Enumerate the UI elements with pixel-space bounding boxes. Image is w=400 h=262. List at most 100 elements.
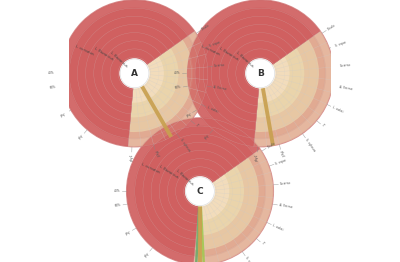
Circle shape bbox=[61, 0, 208, 147]
Text: S. equo: S. equo bbox=[209, 40, 221, 48]
Text: L. Bavaricus: L. Bavaricus bbox=[175, 168, 194, 186]
Text: S.carno: S.carno bbox=[280, 181, 291, 186]
Wedge shape bbox=[151, 142, 240, 240]
Circle shape bbox=[211, 24, 309, 122]
Wedge shape bbox=[94, 32, 168, 114]
Wedge shape bbox=[61, 0, 194, 146]
Text: A. Ferme: A. Ferme bbox=[278, 203, 292, 209]
Circle shape bbox=[244, 57, 276, 90]
Circle shape bbox=[102, 41, 167, 106]
Circle shape bbox=[78, 16, 192, 130]
Wedge shape bbox=[203, 16, 307, 130]
Wedge shape bbox=[196, 166, 244, 235]
Circle shape bbox=[120, 59, 149, 88]
Wedge shape bbox=[118, 57, 148, 90]
Text: 40%: 40% bbox=[48, 71, 54, 75]
Circle shape bbox=[203, 16, 317, 130]
Circle shape bbox=[151, 142, 249, 240]
Wedge shape bbox=[110, 49, 154, 98]
Wedge shape bbox=[198, 174, 229, 221]
Circle shape bbox=[69, 8, 200, 139]
Text: L. Bavaricus: L. Bavaricus bbox=[219, 46, 239, 61]
Text: phy2: phy2 bbox=[153, 150, 159, 158]
Wedge shape bbox=[176, 167, 220, 216]
Text: T.halo: T.halo bbox=[326, 23, 336, 31]
Text: T.: T. bbox=[194, 123, 199, 128]
Text: L. sakei: L. sakei bbox=[272, 223, 284, 232]
Wedge shape bbox=[128, 31, 208, 147]
Wedge shape bbox=[86, 24, 174, 122]
Text: L. curvatus: L. curvatus bbox=[140, 162, 160, 174]
Wedge shape bbox=[195, 158, 259, 250]
Circle shape bbox=[94, 32, 175, 114]
Text: L. curvatus: L. curvatus bbox=[75, 44, 94, 56]
Circle shape bbox=[126, 65, 143, 81]
Wedge shape bbox=[143, 134, 247, 248]
Text: phy: phy bbox=[125, 230, 132, 236]
Text: S. equo: S. equo bbox=[335, 40, 347, 48]
Text: L. sakei: L. sakei bbox=[332, 105, 344, 114]
Wedge shape bbox=[192, 183, 207, 199]
Text: 40%: 40% bbox=[174, 71, 180, 75]
Text: L. Bavaricus: L. Bavaricus bbox=[235, 51, 254, 68]
Circle shape bbox=[143, 134, 257, 248]
Circle shape bbox=[135, 126, 265, 256]
Wedge shape bbox=[258, 57, 290, 103]
Text: phy1: phy1 bbox=[255, 153, 260, 161]
Text: phy: phy bbox=[78, 133, 85, 140]
Text: L. sakei: L. sakei bbox=[206, 105, 218, 114]
Wedge shape bbox=[133, 65, 149, 88]
Text: A. Ferme: A. Ferme bbox=[213, 85, 227, 91]
Text: S. equo: S. equo bbox=[274, 158, 286, 166]
Wedge shape bbox=[78, 16, 181, 130]
Circle shape bbox=[246, 59, 275, 88]
Wedge shape bbox=[102, 41, 161, 106]
Wedge shape bbox=[194, 149, 273, 262]
Wedge shape bbox=[167, 159, 227, 224]
Circle shape bbox=[86, 24, 184, 122]
Circle shape bbox=[195, 8, 326, 139]
Circle shape bbox=[118, 57, 151, 90]
Wedge shape bbox=[255, 40, 319, 132]
Wedge shape bbox=[135, 126, 254, 256]
Wedge shape bbox=[211, 24, 300, 122]
Text: B: B bbox=[257, 69, 264, 78]
Text: C: C bbox=[197, 187, 203, 196]
Wedge shape bbox=[244, 57, 274, 90]
Text: 60%: 60% bbox=[114, 203, 122, 208]
Wedge shape bbox=[126, 65, 141, 81]
Text: T.halo: T.halo bbox=[200, 23, 210, 31]
Text: L. Bavaricus: L. Bavaricus bbox=[110, 51, 128, 68]
Circle shape bbox=[236, 49, 285, 98]
Wedge shape bbox=[220, 32, 294, 114]
Wedge shape bbox=[131, 48, 178, 117]
Wedge shape bbox=[259, 65, 275, 88]
Text: L. Bavaricus: L. Bavaricus bbox=[159, 164, 179, 179]
Text: 40%: 40% bbox=[114, 189, 120, 193]
Wedge shape bbox=[159, 150, 233, 232]
Text: phy2: phy2 bbox=[279, 150, 285, 158]
Wedge shape bbox=[132, 57, 164, 103]
Text: S. xylosus: S. xylosus bbox=[304, 138, 316, 152]
Circle shape bbox=[127, 118, 273, 262]
Circle shape bbox=[167, 159, 233, 224]
Wedge shape bbox=[127, 118, 260, 262]
Text: S. xylosus: S. xylosus bbox=[179, 138, 191, 152]
Text: A: A bbox=[131, 69, 138, 78]
Text: T.: T. bbox=[320, 123, 324, 128]
Wedge shape bbox=[195, 8, 314, 138]
Wedge shape bbox=[228, 41, 287, 106]
Text: T.halo: T.halo bbox=[266, 141, 276, 149]
Text: S. xylosus: S. xylosus bbox=[244, 255, 256, 262]
Circle shape bbox=[110, 49, 159, 98]
Text: L. curvatus: L. curvatus bbox=[200, 44, 220, 56]
Text: phy: phy bbox=[185, 112, 192, 118]
Circle shape bbox=[220, 32, 301, 114]
Circle shape bbox=[252, 65, 268, 81]
Circle shape bbox=[186, 177, 214, 206]
Text: phy: phy bbox=[204, 133, 210, 140]
Wedge shape bbox=[69, 8, 188, 138]
Wedge shape bbox=[256, 48, 304, 117]
Text: phy1: phy1 bbox=[130, 153, 134, 161]
Circle shape bbox=[228, 41, 293, 106]
